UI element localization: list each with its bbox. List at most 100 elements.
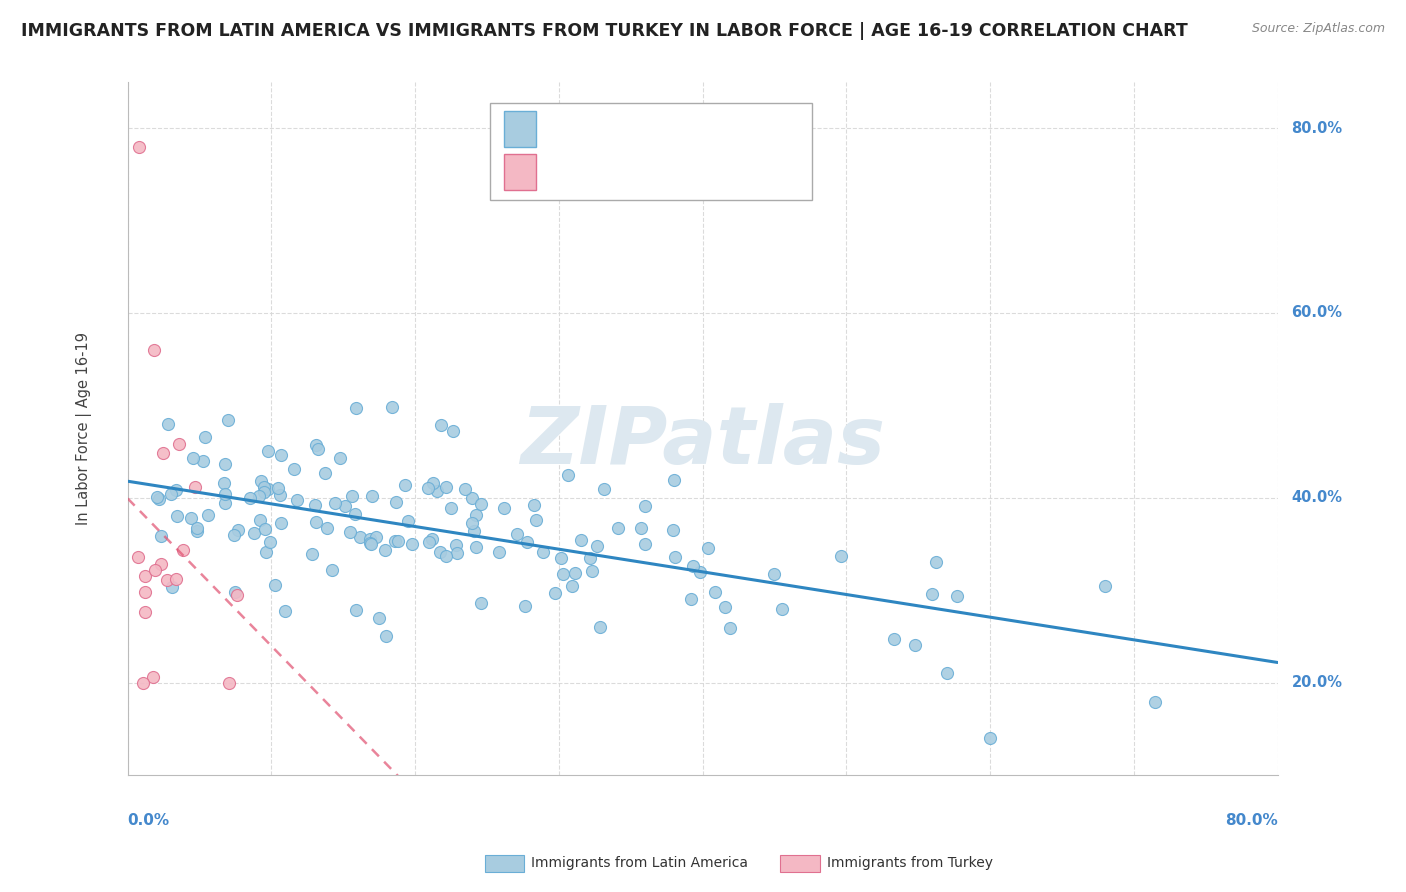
Text: Source: ZipAtlas.com: Source: ZipAtlas.com (1251, 22, 1385, 36)
Point (720, 621, 742, 635)
Point (401, 537, 423, 551)
Point (243, 525, 266, 540)
Point (436, 549, 458, 563)
Point (152, 446, 174, 460)
Point (349, 530, 371, 544)
Point (418, 534, 440, 549)
Point (217, 413, 239, 427)
Point (385, 495, 408, 509)
Point (160, 487, 183, 501)
Point (344, 401, 367, 415)
Point (444, 538, 467, 552)
Point (664, 550, 686, 565)
Point (214, 457, 236, 471)
Point (344, 603, 367, 617)
Point (333, 500, 356, 514)
Point (134, 585, 156, 599)
Point (252, 485, 274, 500)
Point (470, 596, 492, 610)
Point (430, 417, 453, 432)
Point (581, 564, 603, 578)
Point (253, 480, 276, 494)
Point (924, 555, 946, 569)
Point (703, 585, 725, 599)
Point (488, 545, 510, 559)
Text: ZIPatlas: ZIPatlas (520, 403, 886, 482)
Point (513, 599, 536, 614)
Point (682, 558, 704, 573)
Point (160, 580, 183, 594)
Point (339, 524, 361, 539)
FancyBboxPatch shape (503, 111, 536, 147)
Point (770, 601, 793, 615)
Point (214, 496, 236, 510)
Point (454, 483, 477, 497)
Point (193, 454, 215, 468)
Point (212, 476, 235, 491)
Point (396, 514, 419, 528)
Point (269, 488, 291, 502)
Point (149, 529, 172, 543)
FancyBboxPatch shape (503, 154, 536, 190)
Point (550, 550, 572, 565)
Point (307, 442, 329, 457)
Point (197, 508, 219, 522)
Point (505, 527, 527, 541)
Point (304, 498, 326, 512)
Point (381, 401, 404, 415)
Text: In Labor Force | Age 16-19: In Labor Force | Age 16-19 (76, 332, 91, 525)
Point (387, 533, 409, 548)
Point (127, 550, 149, 565)
Text: 0.0%: 0.0% (128, 814, 170, 829)
Text: 20.0%: 20.0% (1291, 675, 1343, 690)
Point (634, 536, 657, 550)
Point (461, 491, 484, 505)
Point (186, 524, 208, 538)
Point (134, 605, 156, 619)
Point (662, 473, 685, 487)
Point (360, 489, 382, 503)
Point (239, 491, 262, 505)
Point (142, 670, 165, 684)
Text: R = -0.621   N = 142: R = -0.621 N = 142 (550, 120, 738, 138)
Point (285, 493, 308, 508)
Text: IMMIGRANTS FROM LATIN AMERICA VS IMMIGRANTS FROM TURKEY IN LABOR FORCE | AGE 16-: IMMIGRANTS FROM LATIN AMERICA VS IMMIGRA… (21, 22, 1188, 40)
Point (1144, 695, 1167, 709)
Point (374, 629, 396, 643)
Point (259, 535, 281, 549)
Point (301, 547, 323, 561)
Point (342, 489, 364, 503)
Point (329, 450, 352, 465)
Point (166, 509, 188, 524)
Point (564, 566, 586, 581)
Point (422, 476, 444, 491)
Point (218, 675, 240, 690)
Point (150, 557, 173, 571)
Point (533, 544, 555, 558)
Point (426, 483, 449, 498)
Point (180, 511, 202, 525)
Point (273, 604, 295, 618)
Point (465, 508, 488, 523)
Point (143, 564, 166, 578)
Point (226, 588, 249, 602)
Point (523, 498, 546, 512)
Point (134, 569, 156, 583)
Point (228, 524, 250, 538)
Point (429, 545, 451, 559)
Point (544, 585, 567, 599)
Point (148, 491, 170, 506)
Point (470, 497, 492, 511)
Point (254, 522, 277, 536)
Point (551, 567, 574, 582)
Point (247, 489, 270, 503)
Point (254, 545, 277, 559)
Point (661, 523, 683, 537)
Point (830, 549, 852, 564)
Point (194, 430, 217, 444)
Point (634, 500, 657, 514)
Point (314, 466, 336, 480)
Point (593, 482, 616, 496)
Point (463, 524, 485, 539)
Text: 80.0%: 80.0% (1225, 814, 1278, 829)
